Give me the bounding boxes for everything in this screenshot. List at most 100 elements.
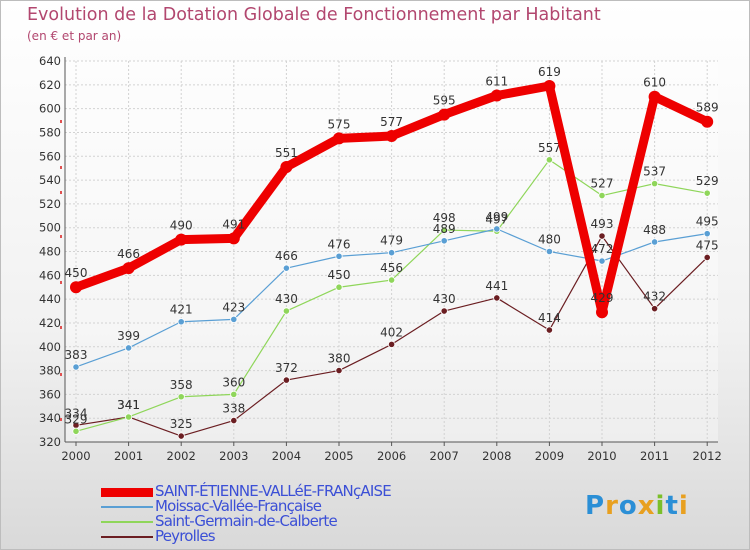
x-tick-label: 2005 xyxy=(324,449,353,463)
data-point xyxy=(230,416,238,425)
data-label: 421 xyxy=(170,303,193,317)
logo-letter: r xyxy=(605,491,619,521)
data-point xyxy=(440,307,448,315)
data-point xyxy=(387,276,396,284)
y-tick-label: 320 xyxy=(39,435,61,449)
data-point xyxy=(648,90,661,103)
data-point xyxy=(596,306,608,319)
data-point xyxy=(493,294,501,302)
data-label: 527 xyxy=(591,177,614,191)
y-tick-label: 360 xyxy=(39,387,61,401)
data-label: 489 xyxy=(433,222,456,236)
legend-swatch xyxy=(101,487,153,497)
logo-letter: x xyxy=(637,491,656,521)
data-label: 334 xyxy=(65,406,88,420)
data-label: 488 xyxy=(643,223,666,237)
data-point xyxy=(545,156,554,164)
data-point xyxy=(335,252,343,260)
data-label: 491 xyxy=(222,217,245,231)
x-tick-label: 2007 xyxy=(430,449,459,463)
data-point xyxy=(650,238,659,246)
chart-title: Evolution de la Dotation Globale de Fonc… xyxy=(27,5,601,25)
y-tick-label: 340 xyxy=(39,411,61,425)
y-tick-label: 400 xyxy=(39,340,61,354)
x-tick-label: 2010 xyxy=(587,449,616,463)
y-tick-label: 520 xyxy=(39,197,61,211)
data-label: 329 xyxy=(65,412,88,426)
chart-subtitle: (en € et par an) xyxy=(27,29,122,43)
data-point xyxy=(280,160,293,173)
x-tick-label: 2002 xyxy=(167,449,196,463)
data-point xyxy=(175,233,188,246)
data-point xyxy=(703,189,711,197)
data-point xyxy=(703,230,711,238)
legend-swatch xyxy=(101,521,153,523)
x-tick-label: 2003 xyxy=(219,449,248,463)
y-tick-label: 580 xyxy=(39,125,61,139)
data-label: 358 xyxy=(170,378,193,392)
data-label: 423 xyxy=(222,300,245,314)
y-tick-label: 460 xyxy=(39,268,61,282)
legend-swatch xyxy=(101,506,153,508)
data-point xyxy=(490,89,503,102)
data-label: 495 xyxy=(696,215,719,229)
proxiti-logo: Proxiti xyxy=(585,491,689,521)
logo-letter: t xyxy=(665,491,679,521)
y-tick-label: 540 xyxy=(39,173,61,187)
y-tick-label: 480 xyxy=(39,245,61,259)
data-label: 499 xyxy=(485,210,508,224)
data-label: 466 xyxy=(117,247,140,261)
data-label: 619 xyxy=(538,65,561,79)
data-label: 450 xyxy=(65,266,88,280)
data-label: 402 xyxy=(380,325,403,339)
y-tick-label: 560 xyxy=(39,149,61,163)
data-label: 490 xyxy=(170,219,193,233)
x-tick-label: 2009 xyxy=(535,449,564,463)
data-point xyxy=(598,191,606,200)
legend-label: SAINT-ÉTIENNE-VALLéE-FRANçAISE xyxy=(155,482,392,500)
data-point xyxy=(125,344,133,352)
data-point xyxy=(701,115,714,128)
data-label: 466 xyxy=(275,249,298,263)
data-point xyxy=(282,307,290,315)
data-label: 480 xyxy=(538,233,561,247)
data-point xyxy=(650,180,659,188)
y-tick-label: 600 xyxy=(39,102,61,116)
data-point xyxy=(440,237,448,245)
data-label: 432 xyxy=(643,290,666,304)
data-label: 338 xyxy=(222,402,245,416)
data-label: 551 xyxy=(275,146,298,160)
data-label: 372 xyxy=(275,361,298,375)
data-point xyxy=(545,247,554,256)
data-label: 429 xyxy=(591,291,614,305)
data-label: 610 xyxy=(643,76,666,90)
data-point xyxy=(177,432,185,440)
data-label: 441 xyxy=(485,279,508,293)
data-point xyxy=(387,249,396,257)
logo-letter: i xyxy=(655,491,666,521)
data-point xyxy=(650,305,659,313)
logo-letter: i xyxy=(678,491,689,521)
data-point xyxy=(125,413,133,421)
data-point xyxy=(333,132,345,145)
y-tick-label: 420 xyxy=(39,316,61,330)
data-label: 414 xyxy=(538,311,561,325)
legend-label: Saint-Germain-de-Calberte xyxy=(155,512,338,530)
x-tick-label: 2001 xyxy=(114,449,143,463)
y-tick-label: 500 xyxy=(39,221,61,235)
data-label: 430 xyxy=(275,292,298,306)
data-label: 380 xyxy=(328,352,351,366)
data-point xyxy=(72,427,80,435)
data-label: 595 xyxy=(433,94,456,108)
x-tick-label: 2000 xyxy=(61,449,90,463)
data-point xyxy=(703,253,711,262)
data-point xyxy=(335,366,343,375)
data-point xyxy=(385,130,398,143)
data-label: 399 xyxy=(117,329,140,343)
data-label: 611 xyxy=(485,75,508,89)
x-tick-label: 2006 xyxy=(377,449,406,463)
data-point xyxy=(282,264,290,272)
data-label: 575 xyxy=(328,117,351,131)
y-tick-label: 640 xyxy=(39,54,61,68)
